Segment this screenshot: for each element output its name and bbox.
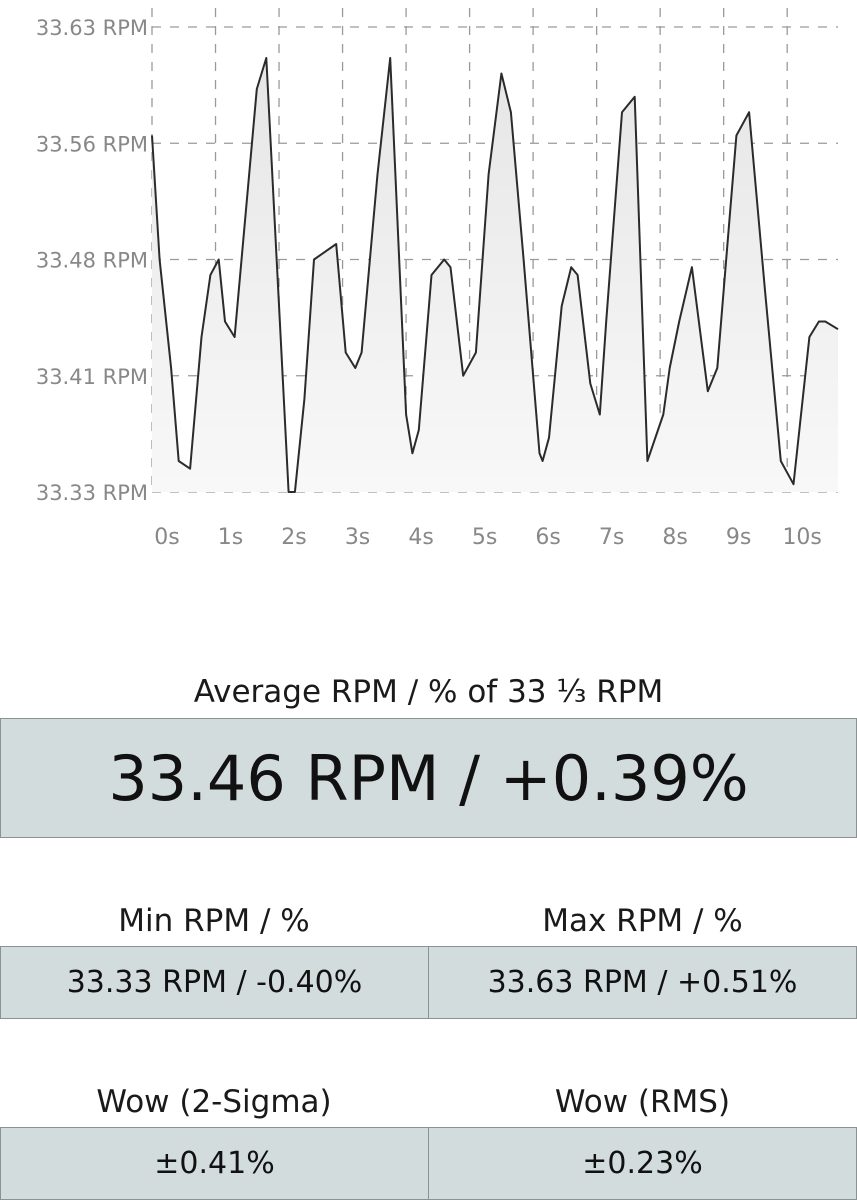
rpm-chart-svg: 33.63 RPM 33.56 RPM 33.48 RPM 33.41 RPM 33.3… — [36, 8, 839, 550]
min-rpm-box: 33.33 RPM / -0.40% — [0, 946, 429, 1019]
rpm-area-fill — [152, 58, 838, 492]
x-tick-label: 4s — [408, 525, 433, 550]
x-axis-labels: 0s 1s 2s 3s 4s 5s 6s 7s 8s 9s 10s — [154, 525, 822, 550]
x-tick-label: 2s — [281, 525, 306, 550]
y-tick-label: 33.63 RPM — [36, 16, 148, 40]
min-rpm-caption: Min RPM / % — [118, 903, 310, 939]
max-rpm-box: 33.63 RPM / +0.51% — [428, 946, 857, 1019]
x-tick-label: 3s — [345, 525, 370, 550]
wow-2sigma-caption: Wow (2-Sigma) — [96, 1084, 332, 1120]
wow-rms-caption: Wow (RMS) — [554, 1084, 731, 1120]
wow-2sigma-value: ±0.41% — [154, 1146, 275, 1181]
x-tick-label: 7s — [599, 525, 624, 550]
y-tick-label: 33.41 RPM — [36, 365, 148, 389]
x-tick-label: 10s — [782, 525, 821, 550]
wow-rms-box: ±0.23% — [428, 1127, 857, 1200]
max-rpm-caption: Max RPM / % — [542, 903, 743, 939]
y-axis-labels: 33.63 RPM 33.56 RPM 33.48 RPM 33.41 RPM 33.3… — [36, 16, 148, 505]
average-rpm-caption: Average RPM / % of 33 ⅓ RPM — [193, 674, 664, 710]
area-layer — [151, 57, 839, 493]
x-tick-label: 6s — [535, 525, 560, 550]
y-tick-label: 33.56 RPM — [36, 132, 148, 156]
y-tick-label: 33.48 RPM — [36, 249, 148, 273]
rpm-chart: 33.63 RPM 33.56 RPM 33.48 RPM 33.41 RPM 33.3… — [0, 0, 857, 580]
y-tick-label: 33.33 RPM — [36, 481, 148, 505]
x-tick-label: 1s — [218, 525, 243, 550]
x-tick-label: 0s — [154, 525, 179, 550]
x-tick-label: 9s — [726, 525, 751, 550]
x-tick-label: 8s — [662, 525, 687, 550]
average-rpm-value: 33.46 RPM / +0.39% — [108, 741, 749, 815]
rpm-series-line — [151, 57, 839, 493]
x-tick-label: 5s — [472, 525, 497, 550]
min-rpm-value: 33.33 RPM / -0.40% — [66, 965, 363, 1000]
wow-rms-value: ±0.23% — [582, 1146, 703, 1181]
average-rpm-box: 33.46 RPM / +0.39% — [0, 718, 857, 838]
max-rpm-value: 33.63 RPM / +0.51% — [487, 965, 798, 1000]
wow-2sigma-box: ±0.41% — [0, 1127, 429, 1200]
